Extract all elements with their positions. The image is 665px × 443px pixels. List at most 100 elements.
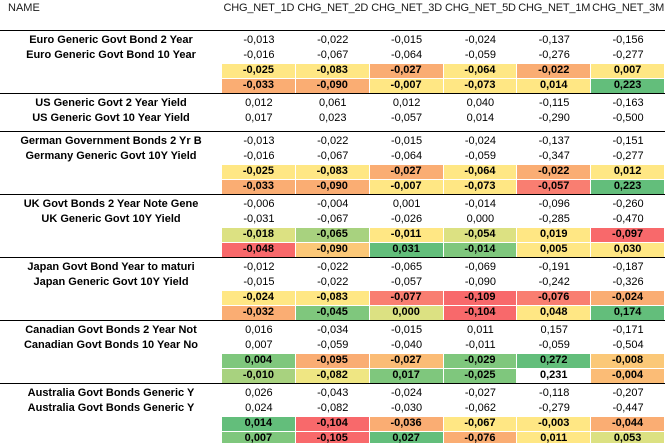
bond-row: Canadian Govt Bonds 10 Year No 0,007 -0,05… [0,338,665,353]
value-cell: 0,001 [392,198,421,210]
value-cell: -0,097 [591,227,665,242]
bond-name [0,290,222,305]
value-cell: 0,017 [245,112,273,124]
value-cell: -0,279 [538,402,570,414]
value-cell: -0,015 [390,135,423,147]
value-cell: -0,290 [538,112,570,124]
value-cell: -0,040 [390,339,423,351]
value-cell: -0,090 [295,242,370,257]
heatmap-row: 0,014 -0,104 -0,036 -0,067 -0,003 -0,044 [0,416,665,431]
bond-group: Euro Generic Govt Bond 2 Year -0,013 -0,02… [0,30,665,93]
heatmap-row: 0,004 -0,095 -0,027 -0,029 0,272 -0,008 [0,353,665,368]
value-cell: -0,022 [317,276,349,288]
heatmap-row: -0,033 -0,090 -0,007 -0,073 0,014 0,223 [0,78,665,93]
value-cell: 0,017 [369,368,444,383]
value-cell: -0,090 [295,179,370,194]
value-cell: 0,014 [517,78,592,93]
value-cell: -0,027 [464,387,497,399]
bond-name [0,353,222,368]
value-cell: -0,207 [612,387,644,399]
heatmap-row: -0,032 -0,045 0,000 -0,104 0,048 0,174 [0,305,665,320]
value-cell: -0,069 [464,261,497,273]
bond-group: Australia Govt Bonds Generic Y 0,026 -0,04… [0,383,665,443]
value-cell: 0,040 [466,97,495,109]
value-cell: -0,277 [612,49,644,61]
heatmap-row: 0,007 -0,105 0,027 -0,076 0,011 0,053 [0,431,665,443]
value-cell: -0,077 [369,290,444,305]
value-cell: -0,082 [317,402,349,414]
value-cell: -0,024 [464,135,497,147]
heatmap-row: -0,025 -0,083 -0,027 -0,064 -0,022 0,012 [0,164,665,179]
value-cell: 0,014 [222,416,296,431]
value-cell: -0,013 [243,34,275,46]
bond-name [0,368,222,383]
value-cell: 0,004 [222,353,296,368]
value-cell: -0,022 [517,63,592,78]
value-cell: 0,027 [369,431,444,443]
value-cell: -0,004 [317,198,349,210]
value-cell: -0,067 [317,213,349,225]
value-cell: -0,033 [222,179,296,194]
value-cell: -0,104 [295,416,370,431]
value-cell: -0,163 [612,97,644,109]
column-header-chg-net-3d: CHG_NET_3D [371,2,442,14]
value-cell: 0,061 [318,97,347,109]
heatmap-row: -0,018 -0,065 -0,011 -0,054 0,019 -0,097 [0,227,665,242]
value-cell: -0,036 [369,416,444,431]
value-cell: -0,105 [295,431,370,443]
value-cell: 0,011 [517,431,592,443]
value-cell: -0,151 [612,135,644,147]
value-cell: -0,095 [295,353,370,368]
bond-group: Japan Govt Bond Year to maturi -0,012 -0,0… [0,257,665,320]
value-cell: -0,062 [464,402,497,414]
bond-group: UK Govt Bonds 2 Year Note Gene -0,006 -0,0… [0,194,665,257]
value-cell: -0,008 [591,353,665,368]
value-cell: -0,027 [369,63,444,78]
value-cell: -0,033 [222,78,296,93]
value-cell: -0,096 [538,198,570,210]
value-cell: -0,024 [591,290,665,305]
value-cell: -0,010 [222,368,296,383]
bond-name: German Government Bonds 2 Yr B [20,135,202,147]
value-cell: -0,067 [443,416,518,431]
value-cell: -0,015 [390,34,423,46]
bond-row: German Government Bonds 2 Yr B -0,013 -0,0… [0,134,665,149]
bond-row: UK Generic Govt 10Y Yield -0,031 -0,067 -0,… [0,212,665,227]
value-cell: -0,024 [222,290,296,305]
value-cell: -0,032 [222,305,296,320]
value-cell: -0,015 [243,276,275,288]
value-cell: -0,447 [612,402,644,414]
bond-name: Canadian Govt Bonds 2 Year Not [25,324,197,336]
value-cell: 0,012 [245,97,273,109]
bond-name: UK Govt Bonds 2 Year Note Gene [23,198,199,210]
bond-name [0,416,222,431]
bond-name: Euro Generic Govt Bond 10 Year [26,49,196,61]
value-cell: -0,029 [443,353,518,368]
value-cell: -0,191 [538,261,570,273]
column-header-chg-net-3m: CHG_NET_3M [592,2,665,14]
value-cell: 0,012 [591,164,665,179]
table-body: Euro Generic Govt Bond 2 Year -0,013 -0,02… [0,30,665,443]
value-cell: 0,005 [517,242,592,257]
value-cell: -0,015 [390,324,423,336]
value-cell: -0,016 [243,49,275,61]
value-cell: 0,019 [517,227,592,242]
value-cell: -0,083 [295,290,370,305]
value-cell: -0,171 [612,324,644,336]
value-cell: 0,000 [466,213,495,225]
bond-row: US Generic Govt 10 Year Yield 0,017 0,023 -… [0,111,665,126]
value-cell: -0,025 [443,368,518,383]
value-cell: -0,016 [243,150,275,162]
value-cell: -0,027 [369,164,444,179]
bond-row: Australia Govt Bonds Generic Y 0,024 -0,08… [0,401,665,416]
bond-name [0,227,222,242]
value-cell: 0,031 [369,242,444,257]
value-cell: -0,024 [390,387,423,399]
bond-row: Germany Generic Govt 10Y Yield -0,016 -0,0… [0,149,665,164]
value-cell: -0,064 [390,49,423,61]
heatmap-row: -0,048 -0,090 0,031 -0,014 0,005 0,030 [0,242,665,257]
value-cell: -0,030 [390,402,423,414]
bond-row: US Generic Govt 2 Year Yield 0,012 0,061 0,… [0,96,665,111]
bond-row: Japan Generic Govt 10Y Yield -0,015 -0,022… [0,275,665,290]
value-cell: -0,059 [464,49,497,61]
